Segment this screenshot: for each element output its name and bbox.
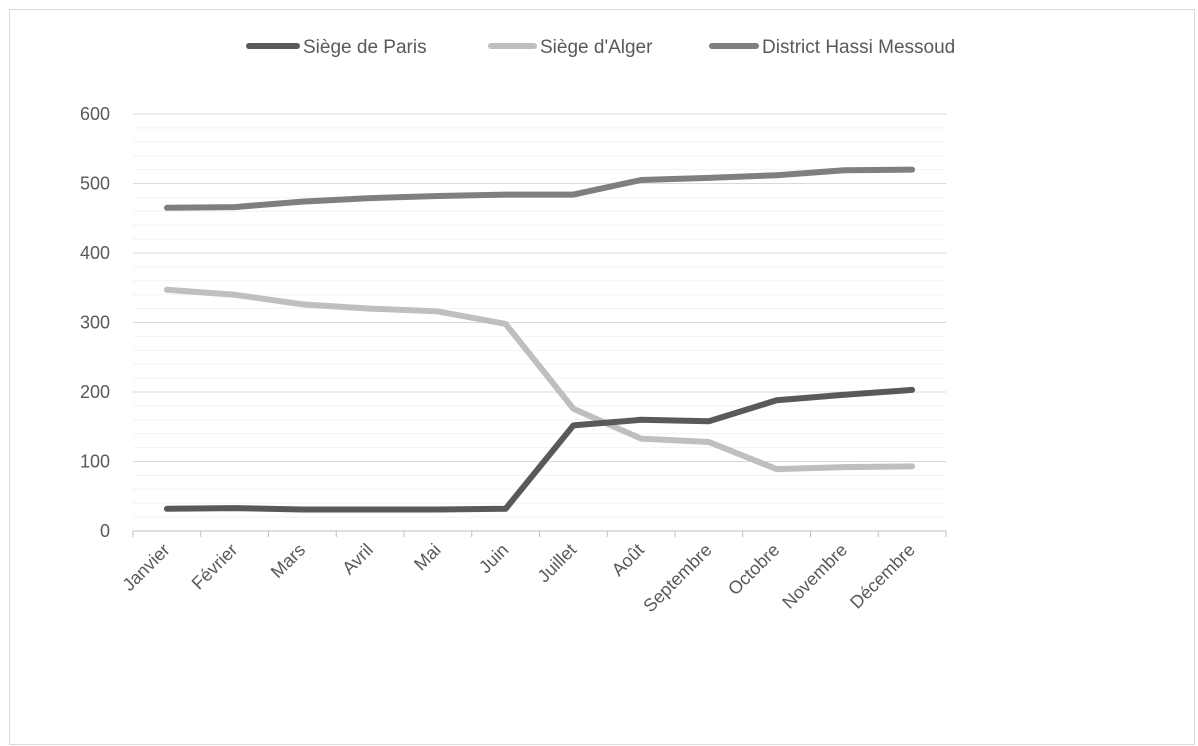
y-tick-label: 200 <box>80 382 110 402</box>
x-tick-label: Février <box>188 540 242 594</box>
x-tick-label: Juin <box>475 540 512 577</box>
series-line-2 <box>163 166 916 211</box>
x-tick-label: Octobre <box>724 540 783 599</box>
y-tick-label: 600 <box>80 104 110 124</box>
x-tick-label: Août <box>608 540 648 580</box>
x-tick-label: Mars <box>267 540 309 582</box>
legend-label: Siège d'Alger <box>540 37 653 58</box>
legend: Siège de Paris Siège d'Alger District Hass… <box>246 37 955 58</box>
legend-label: Siège de Paris <box>303 37 427 58</box>
y-tick-label: 500 <box>80 174 110 194</box>
x-tick-label: Avril <box>338 540 377 579</box>
x-tick-label: Juillet <box>534 540 581 587</box>
y-tick-label: 400 <box>80 243 110 263</box>
x-tick-label: Décembre <box>846 540 919 613</box>
x-tick-label: Janvier <box>119 540 174 595</box>
chart-area <box>9 9 1195 745</box>
x-tick-label: Novembre <box>778 540 851 613</box>
y-tick-label: 300 <box>80 313 110 333</box>
series-line-1 <box>163 286 916 473</box>
y-tick-label: 0 <box>100 521 110 541</box>
y-tick-label: 100 <box>80 452 110 472</box>
series-lines <box>163 166 916 513</box>
x-axis-ticks: Janvier Février Mars Avril Mai Juin Juillet Aoû… <box>119 531 947 616</box>
series-line-0 <box>163 386 916 513</box>
legend-label: District Hassi Messoud <box>762 37 955 58</box>
y-axis-ticks: 0 100 200 300 400 500 600 <box>80 104 110 541</box>
x-tick-label: Mai <box>410 540 445 575</box>
x-tick-label: Septembre <box>639 540 715 616</box>
